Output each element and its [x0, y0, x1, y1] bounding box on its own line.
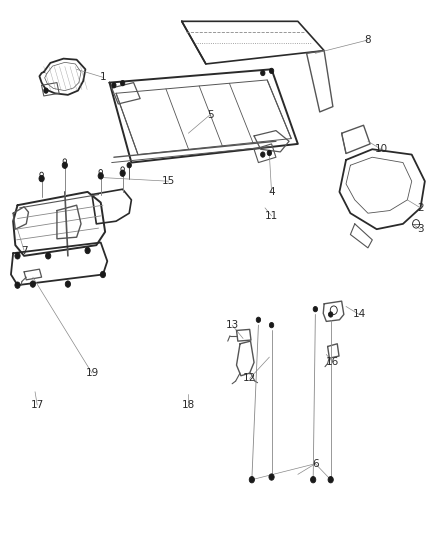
Circle shape — [269, 322, 274, 328]
Text: 3: 3 — [417, 224, 424, 234]
Circle shape — [98, 173, 103, 179]
Circle shape — [311, 477, 316, 483]
Circle shape — [269, 68, 274, 74]
Circle shape — [249, 477, 254, 483]
Circle shape — [127, 163, 131, 168]
Text: 10: 10 — [374, 144, 388, 154]
Circle shape — [46, 253, 51, 259]
Circle shape — [100, 271, 106, 278]
Circle shape — [15, 253, 20, 259]
Circle shape — [30, 281, 35, 287]
Text: 4: 4 — [268, 187, 275, 197]
Circle shape — [120, 80, 125, 86]
Text: 18: 18 — [182, 400, 195, 410]
Circle shape — [112, 83, 116, 88]
Text: 15: 15 — [162, 176, 175, 186]
Circle shape — [85, 247, 90, 254]
Text: 13: 13 — [226, 320, 239, 330]
Circle shape — [120, 170, 125, 176]
Circle shape — [15, 282, 20, 288]
Text: 12: 12 — [243, 374, 256, 383]
Text: 2: 2 — [417, 203, 424, 213]
Text: 17: 17 — [31, 400, 44, 410]
Text: 19: 19 — [85, 368, 99, 378]
Circle shape — [269, 474, 274, 480]
Text: 16: 16 — [326, 358, 339, 367]
Text: 1: 1 — [99, 72, 106, 82]
Circle shape — [328, 477, 333, 483]
Text: 6: 6 — [312, 459, 319, 469]
Circle shape — [328, 312, 333, 317]
Text: 7: 7 — [21, 246, 28, 255]
Text: 14: 14 — [353, 310, 366, 319]
Circle shape — [39, 175, 44, 182]
Circle shape — [261, 70, 265, 76]
Circle shape — [313, 306, 318, 312]
Text: 11: 11 — [265, 211, 278, 221]
Circle shape — [267, 150, 272, 156]
Circle shape — [65, 281, 71, 287]
Circle shape — [44, 88, 48, 93]
Text: 8: 8 — [364, 35, 371, 45]
Circle shape — [62, 162, 67, 168]
Text: 5: 5 — [207, 110, 214, 119]
Circle shape — [256, 317, 261, 322]
Circle shape — [261, 152, 265, 157]
